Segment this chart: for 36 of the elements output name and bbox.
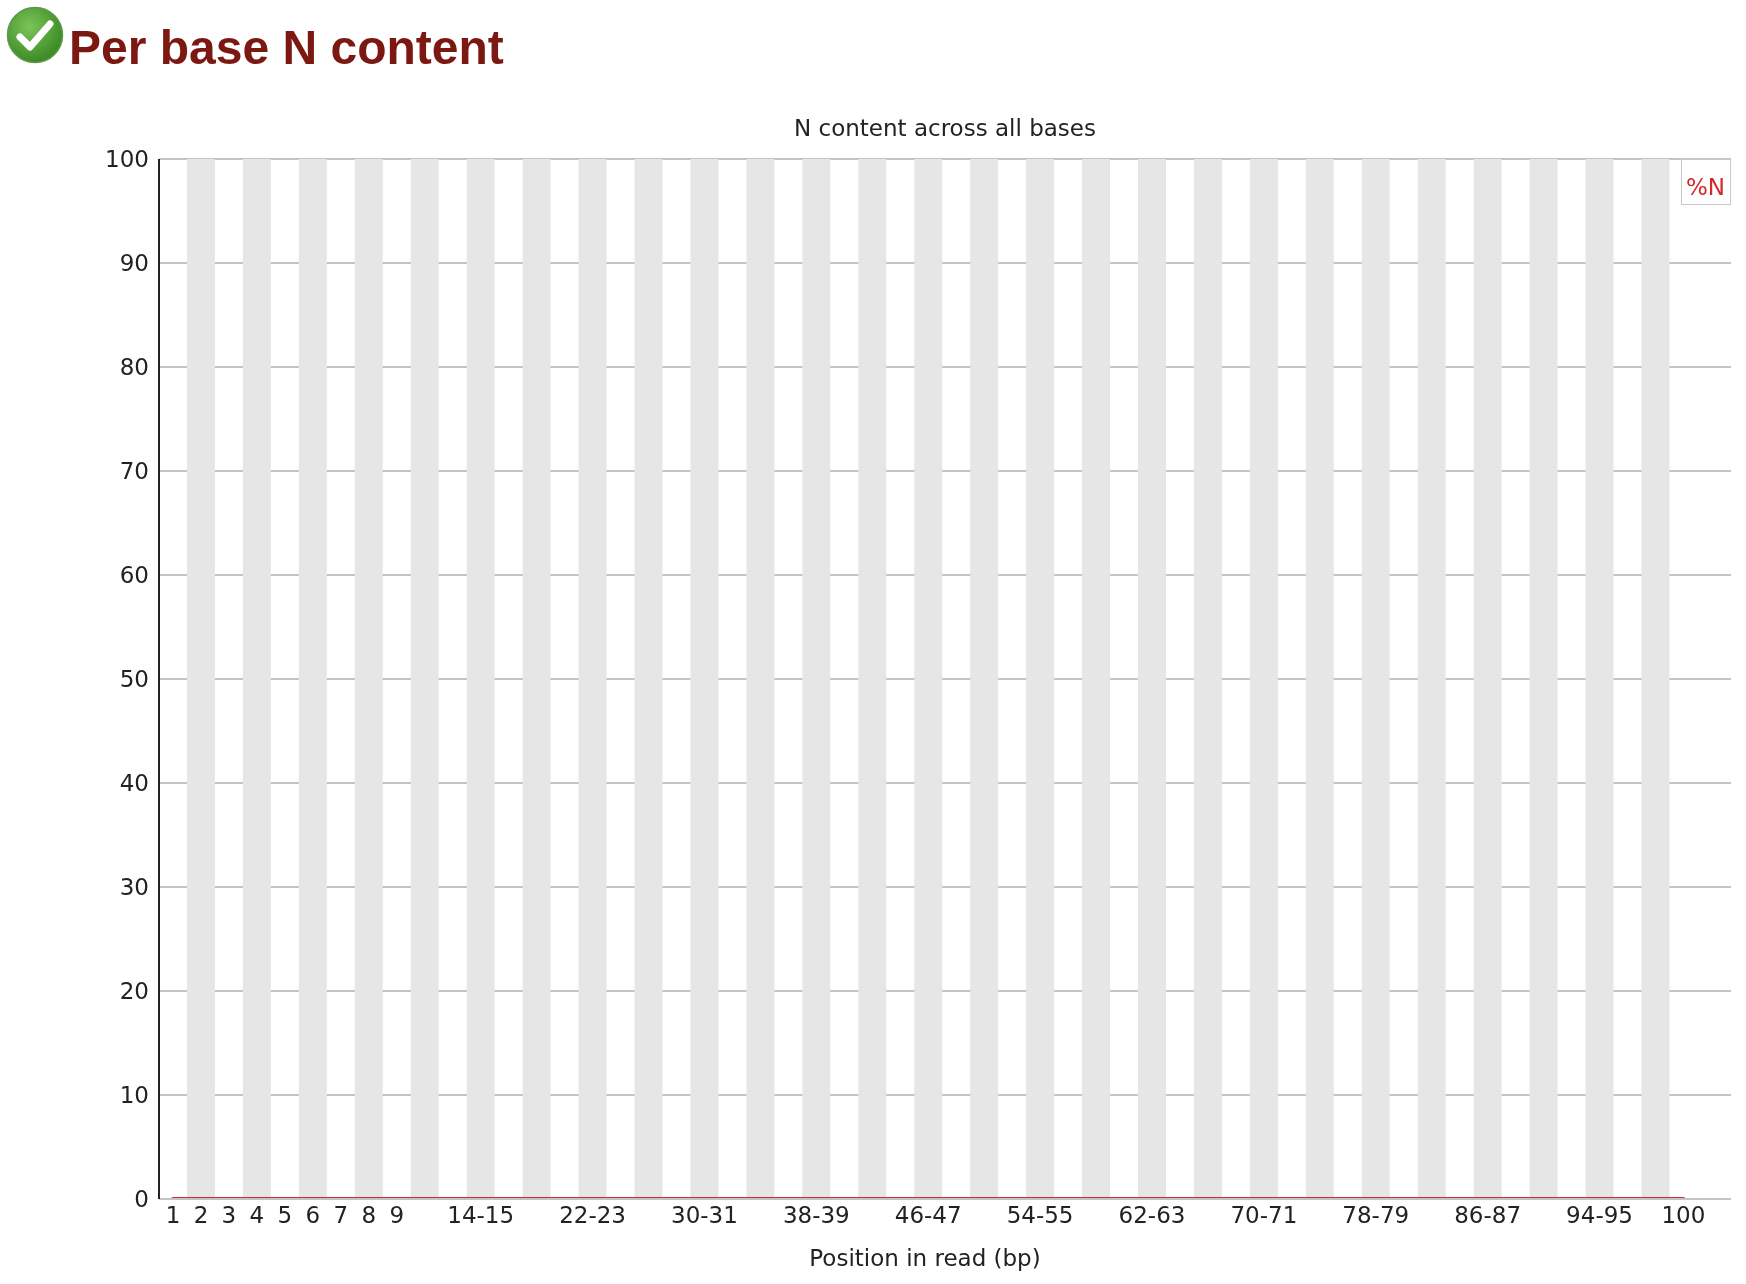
y-tick-label: 60	[119, 562, 149, 589]
x-tick-label: 54-55	[1006, 1202, 1074, 1229]
x-tick-label: 38-39	[782, 1202, 850, 1229]
x-tick-label: 8	[361, 1202, 377, 1229]
x-tick-label: 62-63	[1118, 1202, 1186, 1229]
x-tick-label: 7	[333, 1202, 349, 1229]
x-tick-label: 70-71	[1230, 1202, 1298, 1229]
x-tick-label: 94-95	[1566, 1202, 1633, 1229]
x-tick-label: 1	[165, 1202, 181, 1229]
y-tick-label: 10	[119, 1082, 149, 1109]
x-tick-label: 3	[221, 1202, 237, 1229]
y-tick-label: 100	[105, 146, 149, 173]
y-tick-label: 70	[119, 458, 149, 485]
x-tick-label: 78-79	[1342, 1202, 1410, 1229]
x-tick-label: 9	[389, 1202, 405, 1229]
y-tick-label: 50	[119, 666, 149, 693]
x-tick-label: 30-31	[671, 1202, 738, 1229]
y-tick-label: 0	[134, 1186, 149, 1213]
y-tick-label: 90	[119, 250, 149, 277]
x-tick-label: 22-23	[559, 1202, 626, 1229]
x-tick-label: 100	[1661, 1202, 1706, 1229]
x-tick-label: 14-15	[447, 1202, 515, 1229]
x-tick-label: 6	[305, 1202, 321, 1229]
text: %N	[1685, 174, 1725, 200]
chart-title: Per base N content	[69, 21, 504, 75]
y-tick-label: 40	[119, 770, 149, 797]
x-tick-label: 2	[193, 1202, 209, 1229]
chart-subtitle: N content across all bases	[794, 115, 1096, 141]
y-tick-label: 80	[119, 354, 149, 381]
x-tick-label: 46-47	[894, 1202, 962, 1229]
x-tick-label: 4	[249, 1202, 265, 1229]
y-tick-label: 20	[119, 978, 149, 1005]
y-tick-label: 30	[119, 874, 149, 901]
x-axis-title: Position in read (bp)	[809, 1245, 1041, 1271]
x-tick-label: 5	[277, 1202, 293, 1229]
x-tick-label: 86-87	[1454, 1202, 1522, 1229]
